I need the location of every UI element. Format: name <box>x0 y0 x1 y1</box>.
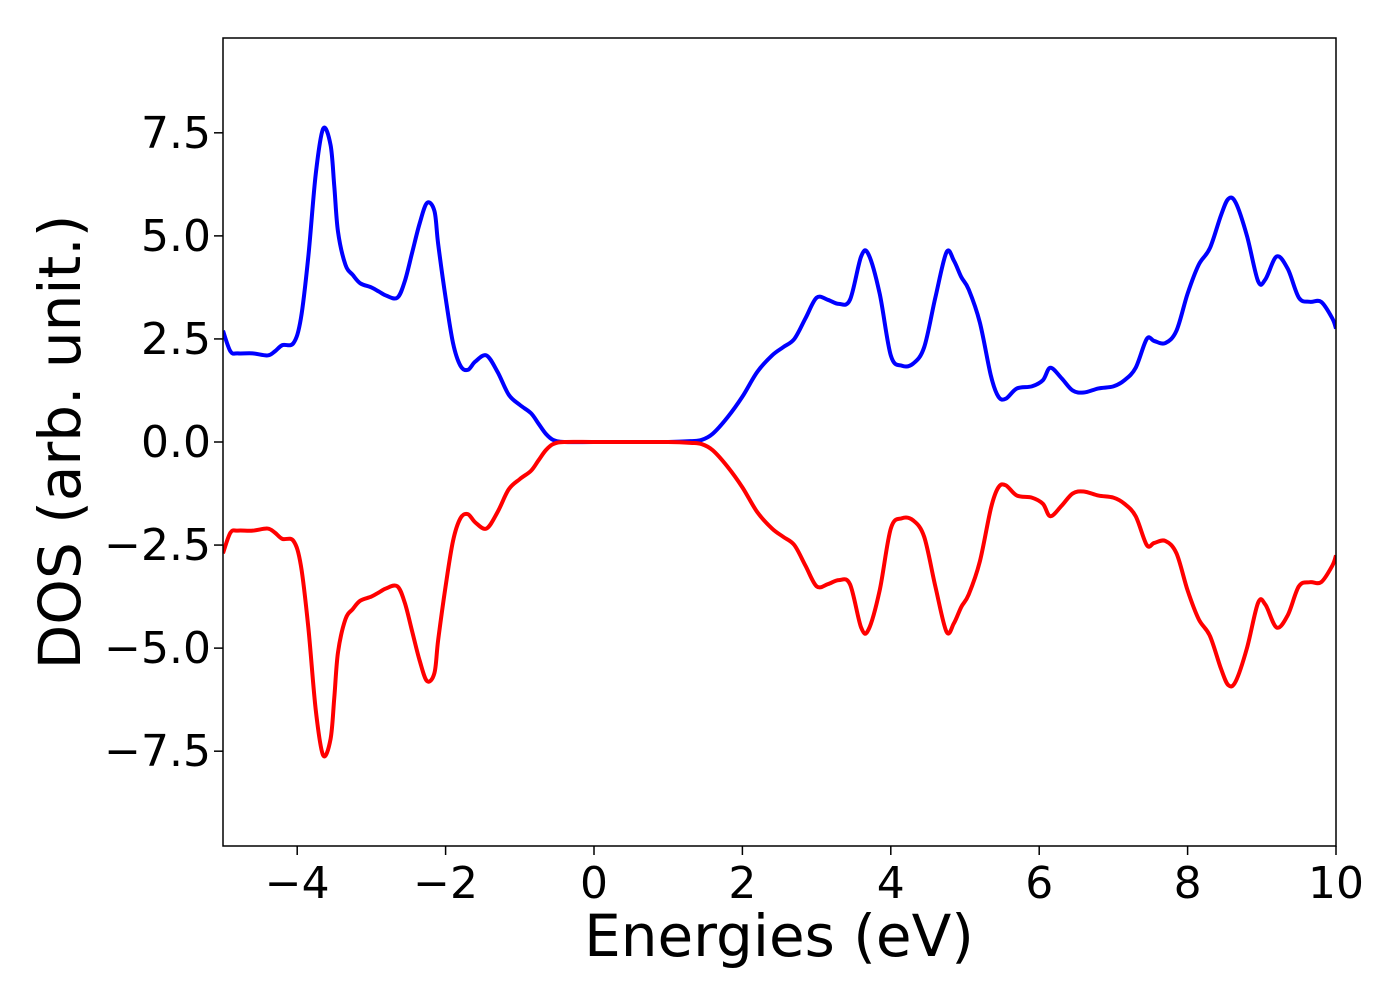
y-axis: −7.5 −5.0 −2.5 0.0 2.5 5.0 7.5 <box>104 108 223 777</box>
x-tick-label: 6 <box>1025 858 1053 909</box>
y-tick-label: 7.5 <box>141 108 211 159</box>
series-line-spin-down <box>223 439 1336 759</box>
y-tick-label: −7.5 <box>104 726 211 777</box>
x-tick-label: 2 <box>728 858 756 909</box>
plot-frame <box>222 37 1337 847</box>
x-axis-title: Energies (eV) <box>584 902 974 970</box>
x-tick-label: 10 <box>1308 858 1364 909</box>
x-tick-label: 0 <box>580 858 608 909</box>
y-axis-title: DOS (arb. unit.) <box>26 215 94 670</box>
x-tick-label: −2 <box>413 858 478 909</box>
y-tick-label: −2.5 <box>104 520 211 571</box>
x-tick-label: −4 <box>265 858 330 909</box>
y-tick-label: 0.0 <box>141 417 211 468</box>
series-layer <box>223 125 1336 759</box>
series-line-spin-up <box>223 125 1336 445</box>
y-tick-label: −5.0 <box>104 623 211 674</box>
x-tick-label: 8 <box>1174 858 1202 909</box>
x-tick-label: 4 <box>877 858 905 909</box>
y-tick-label: 2.5 <box>141 314 211 365</box>
y-tick-label: 5.0 <box>141 211 211 262</box>
x-axis: −4 −2 0 2 4 6 8 10 <box>265 846 1364 909</box>
